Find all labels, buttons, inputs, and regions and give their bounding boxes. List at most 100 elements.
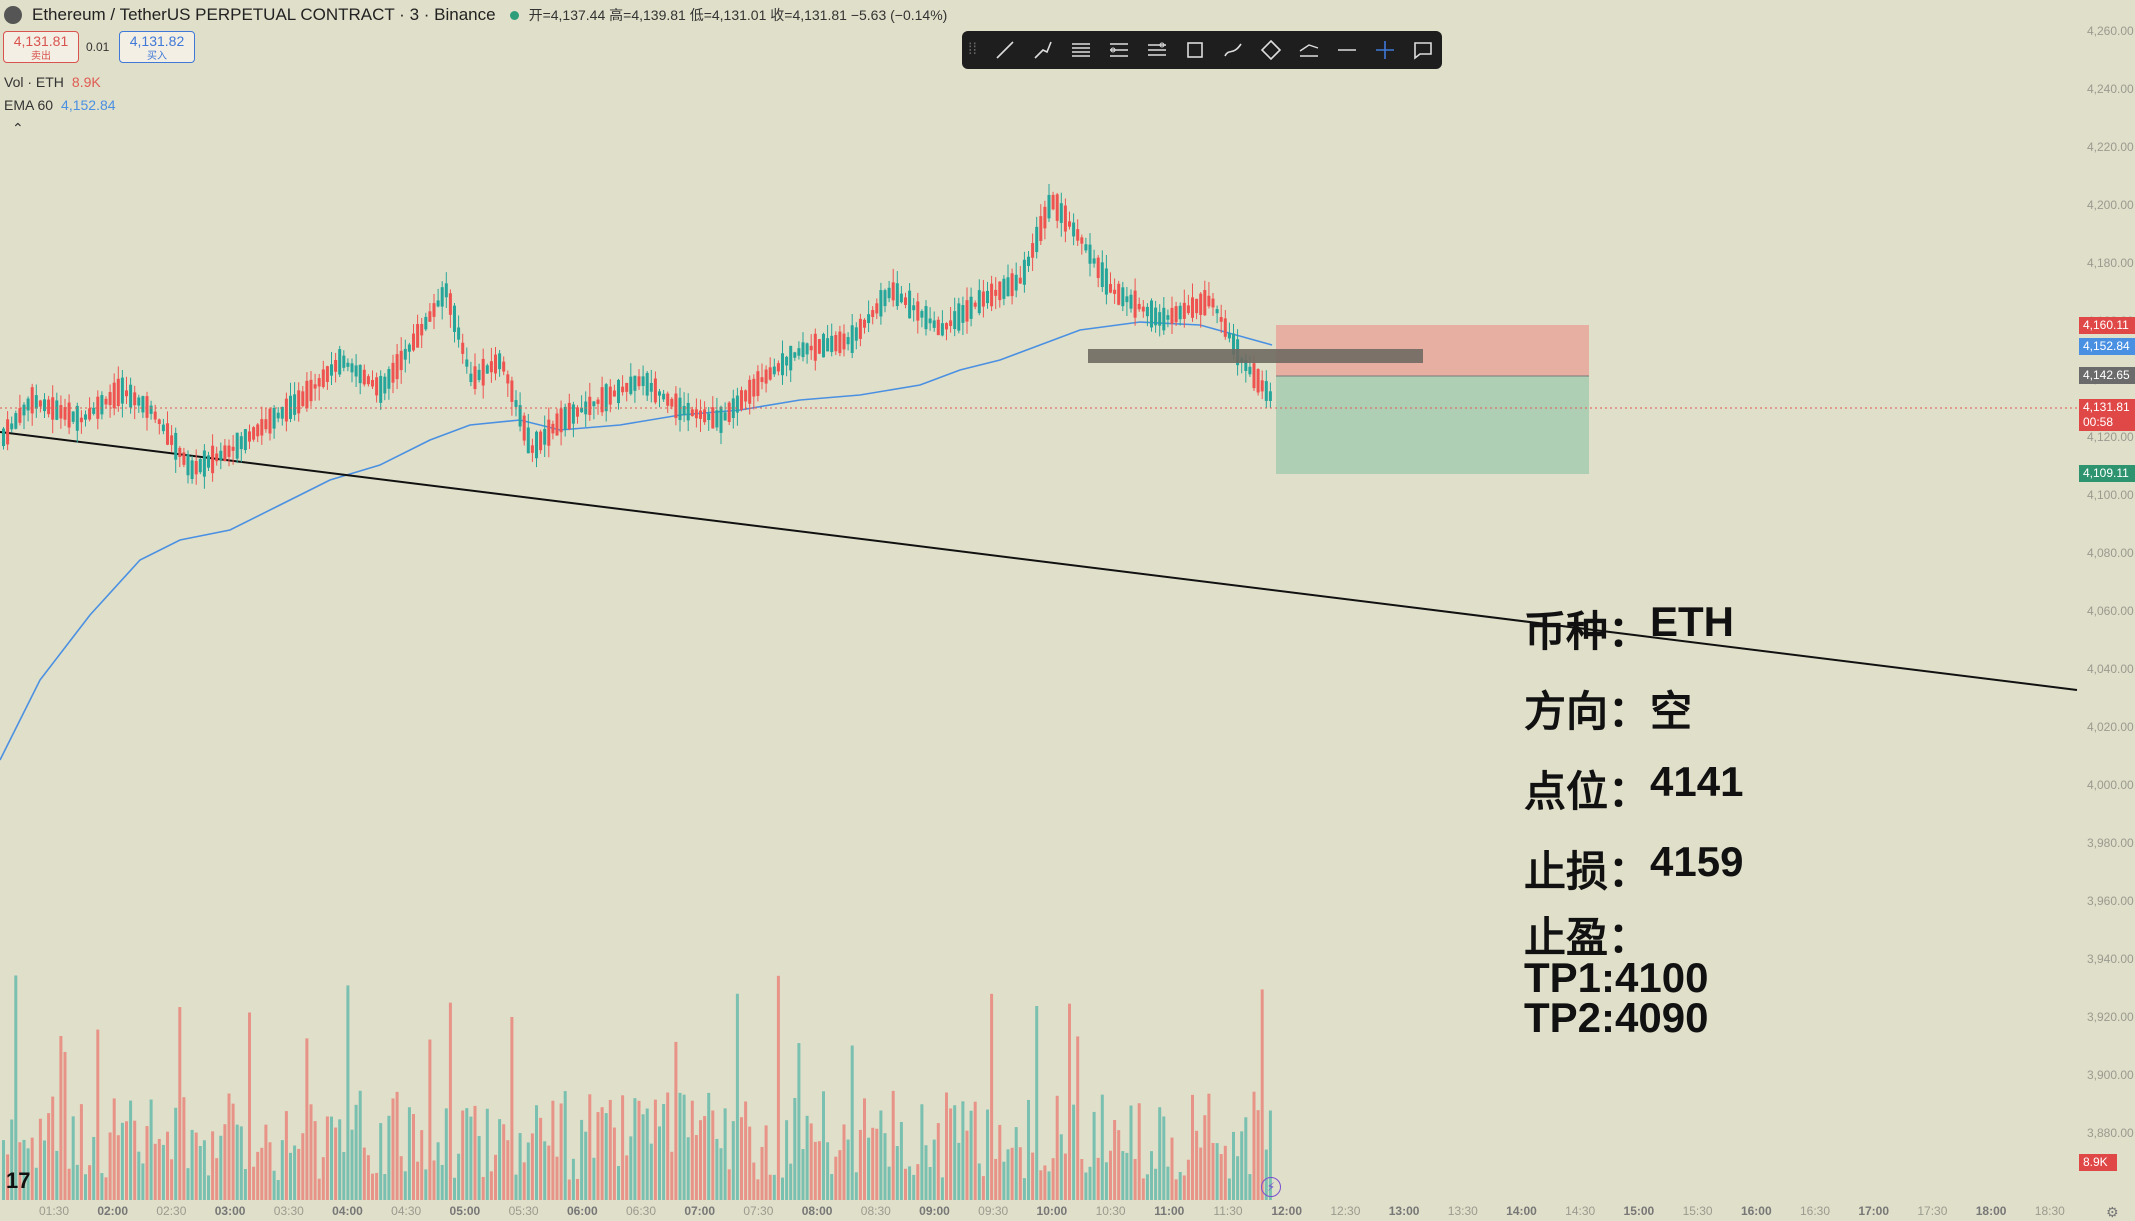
candle-body <box>457 327 461 340</box>
candle-body <box>153 411 157 420</box>
volume-bar <box>920 1104 924 1200</box>
brush-icon[interactable] <box>1214 35 1252 65</box>
volume-bar <box>391 1098 395 1200</box>
take-profit-zone[interactable] <box>1276 376 1589 474</box>
candle-body <box>965 300 969 322</box>
volume-bar <box>84 1174 87 1200</box>
volume-bar <box>617 1166 620 1200</box>
candle-body <box>932 320 936 328</box>
trendline[interactable] <box>0 431 2078 691</box>
tradingview-logo-icon[interactable]: 17 <box>6 1168 31 1193</box>
volume-bar <box>38 1118 42 1200</box>
volume-bar <box>981 1176 985 1200</box>
candle-body <box>453 305 456 332</box>
volume-bar <box>588 1094 592 1200</box>
volume-legend[interactable]: Vol · ETH 8.9K <box>4 74 101 90</box>
candle-body <box>325 366 329 383</box>
pattern-icon[interactable] <box>1252 35 1290 65</box>
volume-bar <box>1248 1174 1252 1200</box>
volume-bar <box>1043 1165 1047 1200</box>
volume-bar <box>289 1152 292 1200</box>
candle-body <box>313 384 317 389</box>
candle-body <box>448 293 452 315</box>
ema-legend[interactable]: EMA 60 4,152.84 <box>4 97 116 113</box>
volume-bar <box>243 1169 247 1200</box>
volume-bar <box>1252 1091 1256 1200</box>
candle-body <box>1174 306 1178 323</box>
volume-bar <box>908 1166 912 1200</box>
volume-bar <box>518 1133 522 1200</box>
volume-bar <box>153 1143 157 1200</box>
settings-gear-icon[interactable]: ⚙ <box>2106 1204 2119 1220</box>
volume-bar <box>268 1142 272 1200</box>
volume-bar <box>112 1098 116 1200</box>
volume-bar <box>108 1132 112 1200</box>
stop-value: 4159 <box>1650 838 1744 885</box>
volume-bar <box>2 1140 5 1200</box>
volume-bar <box>260 1147 264 1200</box>
volume-bar <box>399 1156 403 1200</box>
candle-body <box>1182 302 1186 319</box>
volume-bar <box>362 1147 366 1200</box>
volume-bar <box>79 1104 83 1200</box>
candle-body <box>846 337 850 345</box>
crosshair-icon[interactable] <box>1366 35 1404 65</box>
volume-bar <box>92 1136 96 1200</box>
collapse-legend-icon[interactable]: ⌃ <box>12 120 24 136</box>
volume-bar <box>924 1145 928 1200</box>
volume-bar <box>186 1168 190 1200</box>
candle-body <box>1084 244 1088 251</box>
candle-body <box>137 397 141 406</box>
symbol-title[interactable]: Ethereum / TetherUS PERPETUAL CONTRACT ·… <box>32 5 496 24</box>
candle-body <box>834 335 838 352</box>
candle-body <box>953 311 957 330</box>
candle-body <box>211 445 215 474</box>
drag-handle-icon[interactable]: ⁞⁞ <box>968 41 977 58</box>
candle-body <box>1002 278 1006 299</box>
volume-bar <box>690 1100 694 1200</box>
candle-body <box>1256 369 1260 393</box>
candle-body <box>1076 229 1080 241</box>
candle-body <box>969 296 973 319</box>
volume-bar <box>440 1164 444 1200</box>
trend-line-icon[interactable] <box>986 35 1024 65</box>
sell-button[interactable]: 4,131.81 卖出 <box>3 31 79 63</box>
volume-bar <box>444 1108 448 1200</box>
time-axis-label: 05:30 <box>508 1204 539 1218</box>
horizontal-line-icon[interactable] <box>1328 35 1366 65</box>
volume-bar <box>1100 1094 1104 1200</box>
comment-icon[interactable] <box>1404 35 1442 65</box>
rectangle-icon[interactable] <box>1176 35 1214 65</box>
fib-retracement-icon[interactable] <box>1100 35 1138 65</box>
candle-body <box>317 378 321 387</box>
coin-label: 币种： <box>1524 608 1651 655</box>
volume-bar <box>801 1149 805 1200</box>
current-price-value: 4,131.81 <box>2083 400 2130 414</box>
volume-bar <box>252 1166 256 1200</box>
sell-label: 卖出 <box>31 51 51 62</box>
candle-body <box>563 406 567 430</box>
candle-body <box>789 345 793 371</box>
volume-bar <box>1174 1179 1178 1200</box>
forecast-icon[interactable] <box>1290 35 1328 65</box>
volume-bar <box>342 1151 346 1200</box>
candle-body <box>530 445 534 453</box>
candle-body <box>248 431 251 442</box>
supply-zone[interactable] <box>1088 349 1423 363</box>
gann-icon[interactable] <box>1138 35 1176 65</box>
pen-icon[interactable] <box>1024 35 1062 65</box>
volume-bar <box>22 1139 26 1200</box>
parallel-channel-icon[interactable] <box>1062 35 1100 65</box>
time-axis-label: 08:00 <box>801 1204 833 1218</box>
buy-button[interactable]: 4,131.82 买入 <box>119 31 195 63</box>
volume-bar <box>1010 1147 1014 1200</box>
time-axis-label: 18:00 <box>1975 1204 2007 1218</box>
lightning-icon[interactable]: ⚡ <box>1261 1177 1281 1197</box>
volume-bar <box>781 1177 784 1200</box>
volume-bar <box>235 1124 239 1200</box>
volume-bar <box>834 1156 838 1200</box>
candle-body <box>887 287 891 299</box>
candle-body <box>633 375 637 391</box>
candle-body <box>362 369 366 385</box>
